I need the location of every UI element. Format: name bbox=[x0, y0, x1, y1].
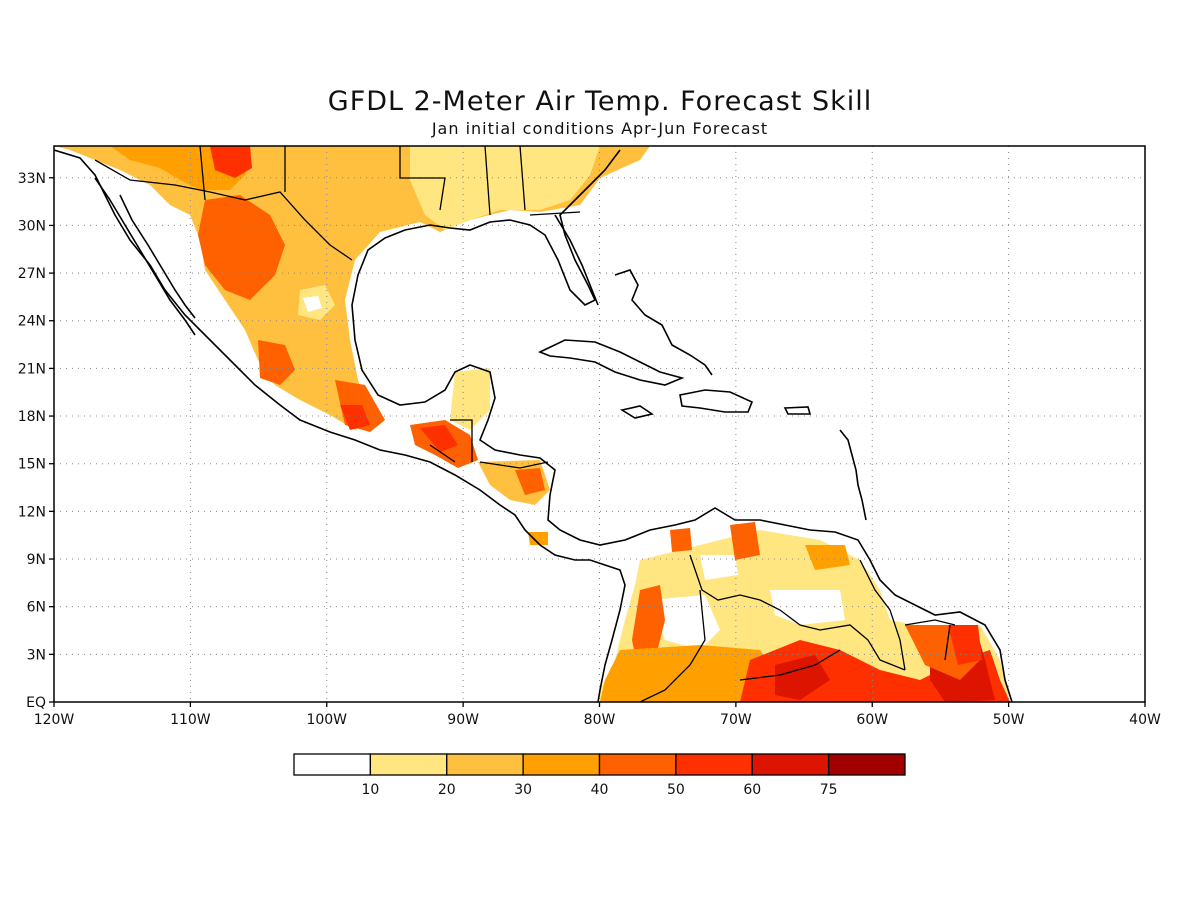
colorbar-label: 50 bbox=[667, 782, 685, 798]
colorbar-swatch bbox=[369, 753, 448, 776]
lon-tick-label: 70W bbox=[720, 712, 752, 728]
skill-region-ca-light bbox=[450, 368, 490, 430]
lat-tick-label: 9N bbox=[27, 552, 46, 568]
colorbar-label: 30 bbox=[514, 782, 532, 798]
skill-region-ca-red-2 bbox=[420, 425, 458, 452]
skill-region-mx-red-3 bbox=[258, 340, 295, 385]
colorbar-swatch bbox=[675, 753, 753, 776]
lat-tick-label: 12N bbox=[18, 504, 46, 520]
lon-tick-label: 100W bbox=[306, 712, 347, 728]
lat-tick-label: 27N bbox=[18, 266, 46, 282]
skill-region-north-light bbox=[410, 146, 600, 230]
lat-tick-label: 30N bbox=[18, 218, 46, 234]
skill-region-mx-red-2 bbox=[210, 146, 252, 178]
colorbar-swatch bbox=[293, 753, 372, 776]
page-subtitle: Jan initial conditions Apr-Jun Forecast bbox=[431, 119, 769, 138]
colorbar-label: 20 bbox=[438, 782, 456, 798]
lat-tick-label: 33N bbox=[18, 171, 46, 187]
page-title: GFDL 2-Meter Air Temp. Forecast Skill bbox=[327, 86, 873, 117]
lon-tick-label: 110W bbox=[170, 712, 211, 728]
skill-region-sa-orange-3 bbox=[730, 522, 760, 560]
lon-tick-label: 40W bbox=[1129, 712, 1161, 728]
colorbar-swatch bbox=[827, 753, 906, 776]
political-borders bbox=[94, 146, 956, 702]
skill-region-ca-mid-red bbox=[515, 468, 545, 495]
skill-region-mx-red-1 bbox=[198, 195, 285, 300]
lon-tick-label: 120W bbox=[34, 712, 75, 728]
skill-region-sa-red-east-2 bbox=[948, 625, 982, 665]
skill-region-sa-orange-4 bbox=[670, 528, 692, 552]
map-axes: EQ 3N 6N 9N 12N 15N 18N 21N 24N 27N 30N 33N 120W 110W… bbox=[18, 171, 1161, 728]
colorbar-label: 10 bbox=[361, 782, 379, 798]
colorbar-swatch bbox=[446, 753, 524, 776]
lat-tick-label: 21N bbox=[18, 361, 46, 377]
colorbar-label: 75 bbox=[820, 782, 838, 798]
skill-region-north-white bbox=[303, 296, 322, 312]
lat-tick-label: 18N bbox=[18, 409, 46, 425]
lon-tick-label: 50W bbox=[993, 712, 1025, 728]
skill-region-sa-white-3 bbox=[700, 555, 738, 580]
skill-region-ca-pan bbox=[528, 532, 548, 545]
lon-tick-label: 60W bbox=[856, 712, 888, 728]
lon-tick-label: 90W bbox=[447, 712, 479, 728]
colorbar-label: 60 bbox=[743, 782, 761, 798]
lat-tick-label: 24N bbox=[18, 314, 46, 330]
skill-region-mx-red-5 bbox=[340, 405, 370, 430]
skill-shading bbox=[54, 146, 1010, 702]
colorbar-swatch bbox=[598, 753, 677, 776]
lat-tick-label: 3N bbox=[27, 647, 46, 663]
lat-tick-label: 6N bbox=[27, 600, 46, 616]
coastlines bbox=[54, 149, 1013, 702]
colorbar-swatch bbox=[751, 753, 830, 776]
skill-region-sa-darkred-1 bbox=[775, 655, 830, 700]
colorbar: 10 20 30 40 50 60 75 bbox=[293, 753, 906, 798]
skill-region-sa-orange-2 bbox=[600, 645, 780, 702]
lat-tick-label: 15N bbox=[18, 457, 46, 473]
skill-region-sa-orange-5 bbox=[805, 545, 850, 570]
colorbar-swatch bbox=[522, 753, 601, 776]
lon-tick-label: 80W bbox=[584, 712, 616, 728]
colorbar-label: 40 bbox=[591, 782, 609, 798]
lat-tick-label: EQ bbox=[26, 695, 46, 711]
